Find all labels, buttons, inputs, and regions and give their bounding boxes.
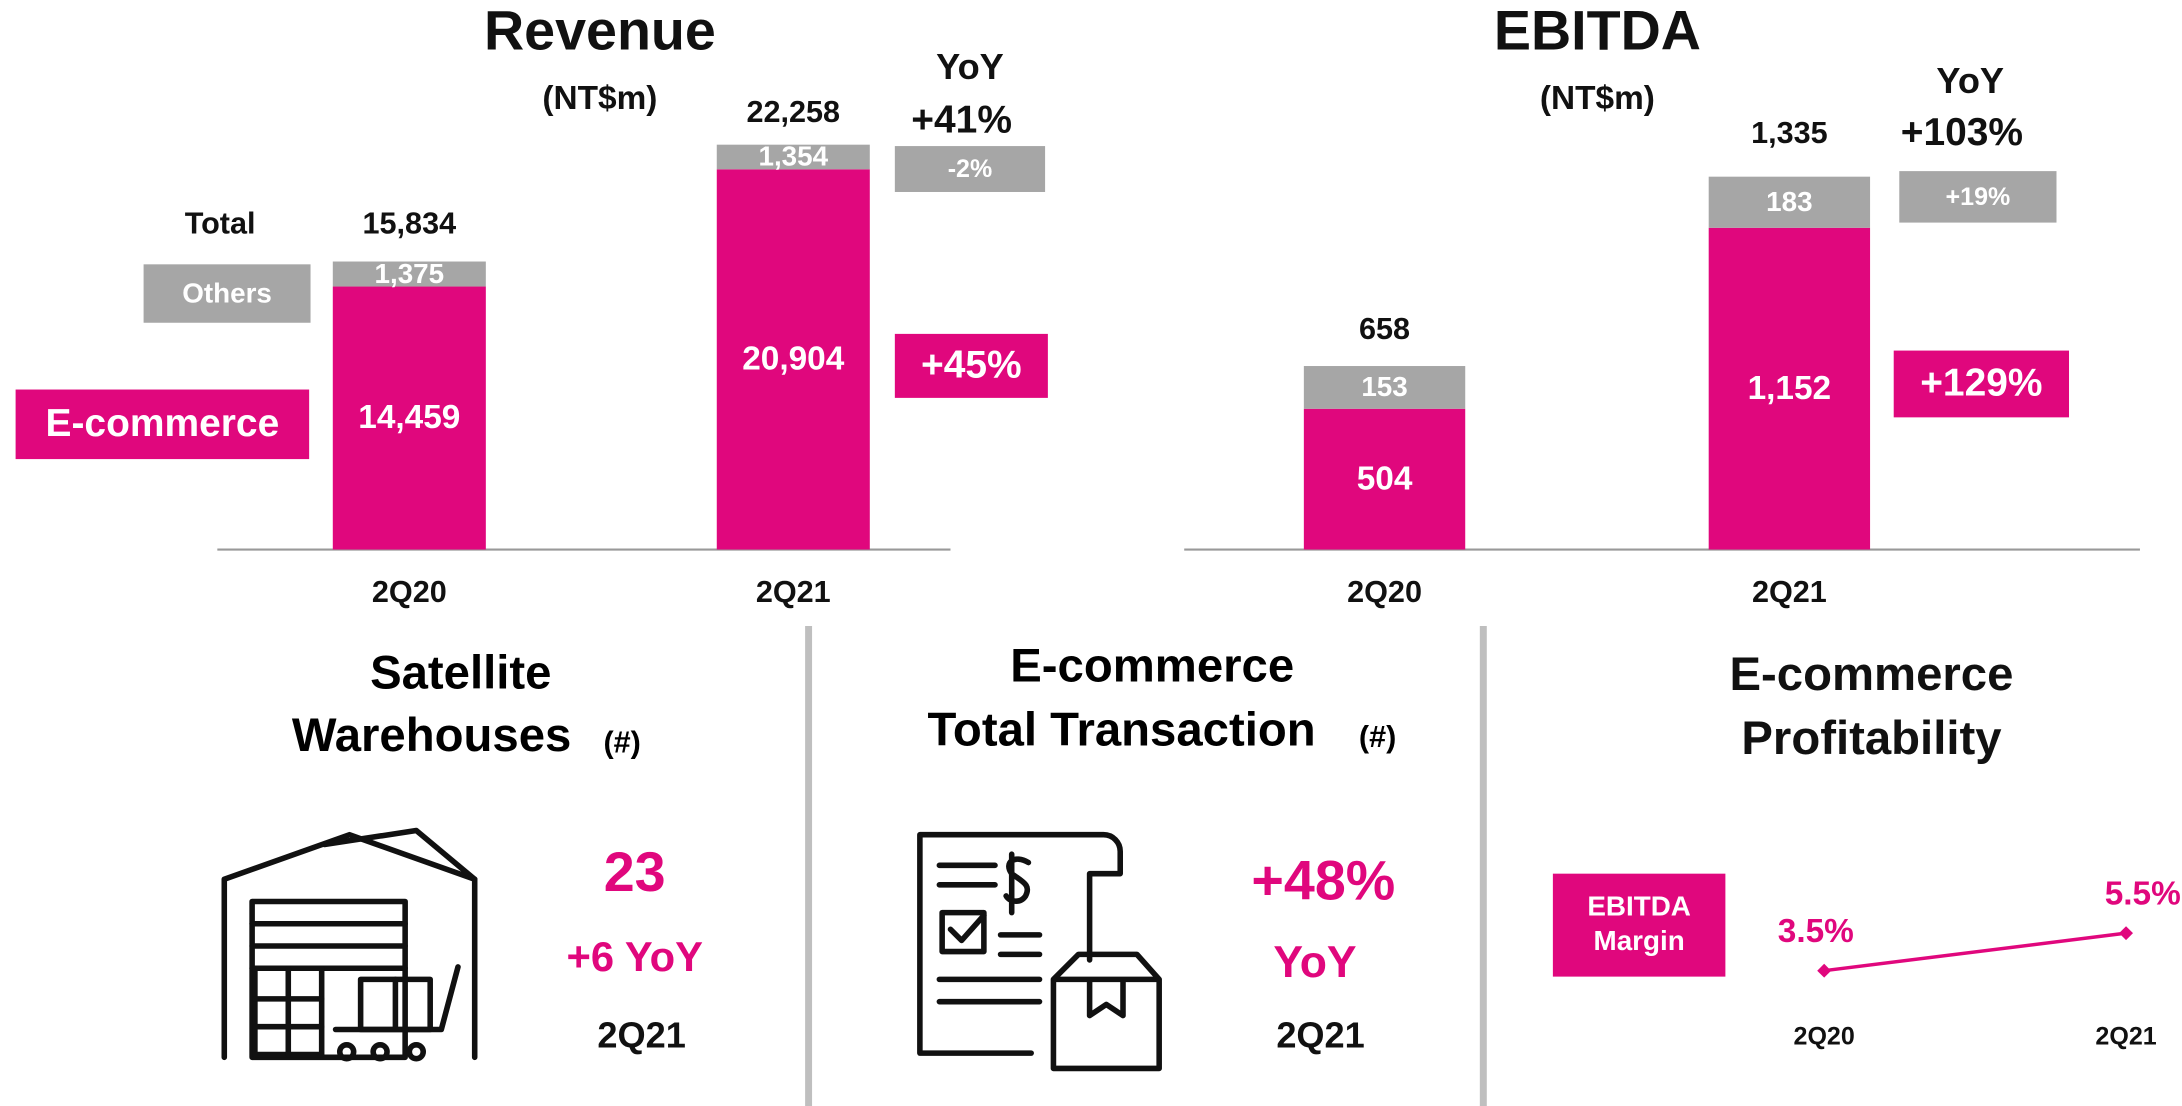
yoy-caption: YoY (936, 46, 1004, 87)
bar-segment (1708, 176, 1871, 228)
total-label: 22,258 (746, 95, 840, 129)
panel-title: Warehouses (292, 709, 572, 762)
bar-segment (1303, 408, 1466, 550)
data-label: 1,375 (375, 258, 445, 289)
bar-segment (1708, 227, 1871, 550)
panel-unit: (#) (1359, 720, 1396, 754)
chart-subtitle: (NT$m) (1540, 80, 1655, 117)
yoy-box (1893, 350, 2070, 418)
legend-box (1552, 873, 1726, 977)
data-label: 504 (1357, 460, 1413, 497)
total-label: 658 (1359, 312, 1410, 346)
yoy-total: +41% (911, 99, 1012, 142)
line (1823, 931, 2127, 973)
invoice-icon (917, 831, 1162, 1072)
x-tick-label: 2Q21 (756, 575, 831, 609)
panel-change: YoY (1273, 938, 1356, 987)
panel-title: Total Transaction (928, 704, 1316, 757)
total-label: 1,335 (1751, 116, 1828, 150)
data-label: 1,152 (1748, 370, 1832, 407)
bar-segment (716, 144, 870, 170)
x-tick-label: 2Q21 (2095, 1022, 2156, 1050)
yoy-box (894, 333, 1048, 398)
legend-box (15, 389, 310, 460)
point (1817, 963, 1832, 978)
legend-box (143, 264, 311, 323)
data-label: 1,354 (758, 141, 828, 172)
panel-title: Satellite (370, 647, 551, 700)
data-label: 3.5% (1778, 913, 1854, 950)
x-tick-label: 2Q20 (1794, 1022, 1855, 1050)
panel-period: 2Q21 (597, 1014, 685, 1055)
x-tick-label: 2Q20 (1347, 575, 1422, 609)
panel-unit: (#) (603, 725, 640, 759)
yoy-box (1899, 171, 2057, 223)
legend-label-box: EBITDA Margin (1587, 891, 1691, 958)
yoy-total: +103% (1901, 111, 2023, 154)
x-tick-label: 2Q21 (1752, 575, 1827, 609)
data-label: 20,904 (742, 341, 845, 378)
legend-label: EBITDA Margin (1587, 891, 1691, 958)
panel-period: 2Q21 (1276, 1014, 1364, 1055)
chart-title: EBITDA (1494, 0, 1701, 61)
panel-title: E-commerce (1010, 640, 1294, 693)
yoy-value: +19% (1946, 183, 2011, 211)
x-tick-label: 2Q20 (372, 575, 447, 609)
yoy-value: -2% (948, 155, 993, 183)
data-label: 183 (1766, 186, 1812, 217)
warehouse-icon (221, 827, 478, 1062)
data-label: 153 (1361, 371, 1407, 402)
bar-segment (716, 169, 870, 550)
panel-value: 23 (604, 841, 666, 903)
total-caption: Total (185, 206, 256, 240)
legend-label: E-commerce (46, 402, 280, 445)
panel-title: E-commerce (1729, 648, 2013, 701)
data-label: 5.5% (2105, 875, 2181, 912)
bar-segment (332, 286, 486, 550)
data-label: 14,459 (358, 399, 460, 436)
chart-subtitle: (NT$m) (542, 80, 657, 117)
bar-segment (1303, 366, 1466, 409)
chart-title: Revenue (484, 0, 716, 61)
panel-change: +6 YoY (566, 933, 703, 980)
panel-title: Profitability (1741, 712, 2002, 765)
legend-label: Others (182, 277, 272, 308)
yoy-value: +129% (1920, 362, 2042, 405)
yoy-box (894, 146, 1046, 192)
bar-segment (332, 261, 486, 287)
yoy-value: +45% (921, 344, 1022, 387)
point (2119, 926, 2134, 941)
yoy-caption: YoY (1936, 60, 2004, 101)
total-label: 15,834 (363, 206, 457, 240)
panel-value: +48% (1251, 850, 1395, 912)
